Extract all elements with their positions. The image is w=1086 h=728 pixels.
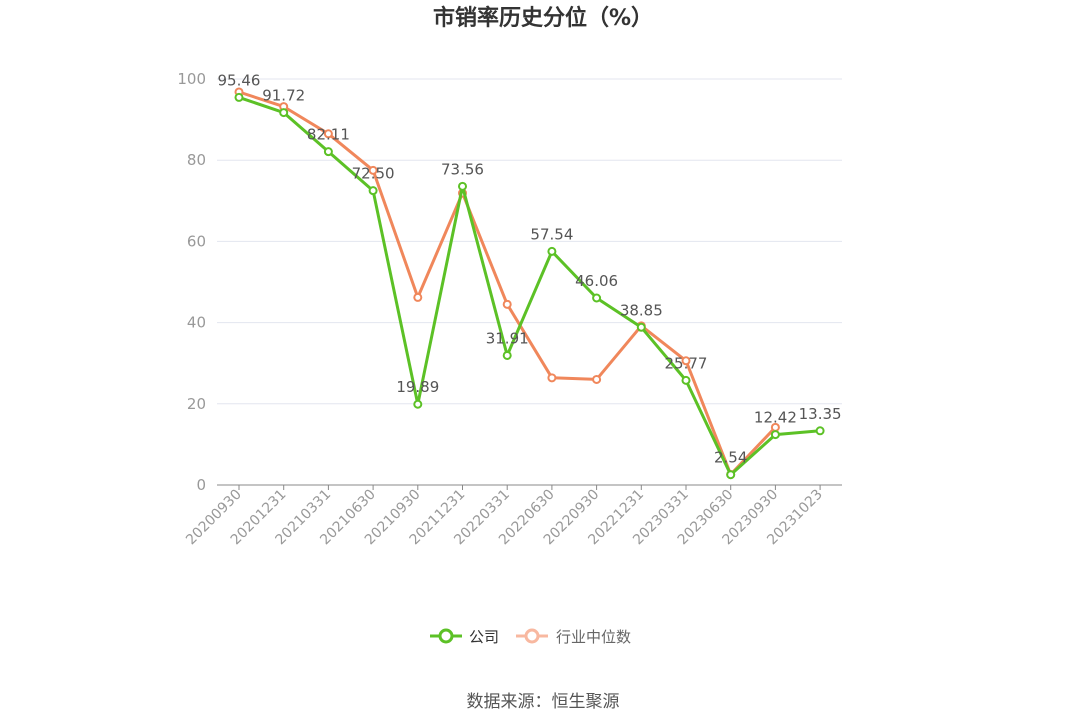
- data-label: 19.89: [396, 378, 439, 396]
- chart-title: 市销率历史分位（%）: [433, 5, 653, 31]
- legend-label-industry-median: 行业中位数: [556, 628, 631, 646]
- data-point-company: [413, 399, 423, 409]
- data-point-industry-median: [323, 129, 333, 139]
- data-label: 91.72: [262, 87, 305, 105]
- data-point-company: [458, 181, 467, 191]
- data-label: 95.46: [218, 71, 261, 89]
- grid: [217, 78, 842, 405]
- data-point-industry-median: [592, 374, 602, 384]
- data-point-company: [681, 375, 691, 385]
- data-label: 72.50: [352, 165, 395, 183]
- data-label: 12.42: [754, 409, 797, 427]
- plot-area: [234, 87, 825, 480]
- legend-item-company[interactable]: 公司: [430, 628, 499, 646]
- data-point-company: [279, 108, 289, 118]
- y-tick-label: 60: [187, 232, 206, 250]
- legend-label-company: 公司: [469, 628, 499, 646]
- data-point-industry-median: [502, 299, 512, 309]
- data-label: 73.56: [441, 160, 484, 178]
- data-point-company: [636, 322, 646, 332]
- data-source: 数据来源：恒生聚源: [467, 692, 620, 712]
- data-label: 46.06: [575, 272, 618, 290]
- y-tick-label: 0: [196, 476, 206, 494]
- data-point-company: [234, 92, 244, 102]
- legend-marker-company: [438, 628, 454, 644]
- data-label: 38.85: [620, 301, 663, 319]
- data-label: 57.54: [530, 225, 573, 243]
- legend-item-industry-median[interactable]: 行业中位数: [516, 628, 631, 646]
- data-point-company: [368, 186, 378, 196]
- data-point-company: [770, 430, 780, 440]
- legend-marker-industry-median: [524, 628, 540, 644]
- y-tick-label: 100: [177, 70, 206, 88]
- data-point-company: [323, 147, 333, 157]
- data-label: 82.11: [307, 126, 350, 144]
- data-label: 25.77: [665, 354, 708, 372]
- y-axis: 0 20 40 60 80 100: [177, 70, 206, 494]
- data-point-company: [592, 293, 602, 303]
- series-line-industry-median: [238, 90, 777, 476]
- x-axis: 2020093020201231202103312021063020210930…: [183, 484, 842, 548]
- data-point-company: [815, 426, 825, 436]
- series-line-company: [238, 95, 821, 477]
- data-point-company: [502, 350, 512, 360]
- data-label: 2.54: [714, 449, 747, 467]
- data-point-company: [547, 246, 557, 256]
- y-tick-label: 80: [187, 151, 206, 169]
- data-point-company: [726, 470, 736, 480]
- data-point-industry-median: [681, 356, 691, 366]
- data-label: 13.35: [799, 405, 842, 423]
- data-point-industry-median: [547, 373, 557, 383]
- data-label: 31.91: [486, 329, 529, 347]
- data-point-industry-median: [413, 292, 423, 302]
- y-tick-label: 20: [187, 395, 206, 413]
- y-tick-label: 40: [187, 314, 206, 332]
- legend: 公司 行业中位数: [430, 628, 631, 646]
- data-point-industry-median: [368, 165, 378, 175]
